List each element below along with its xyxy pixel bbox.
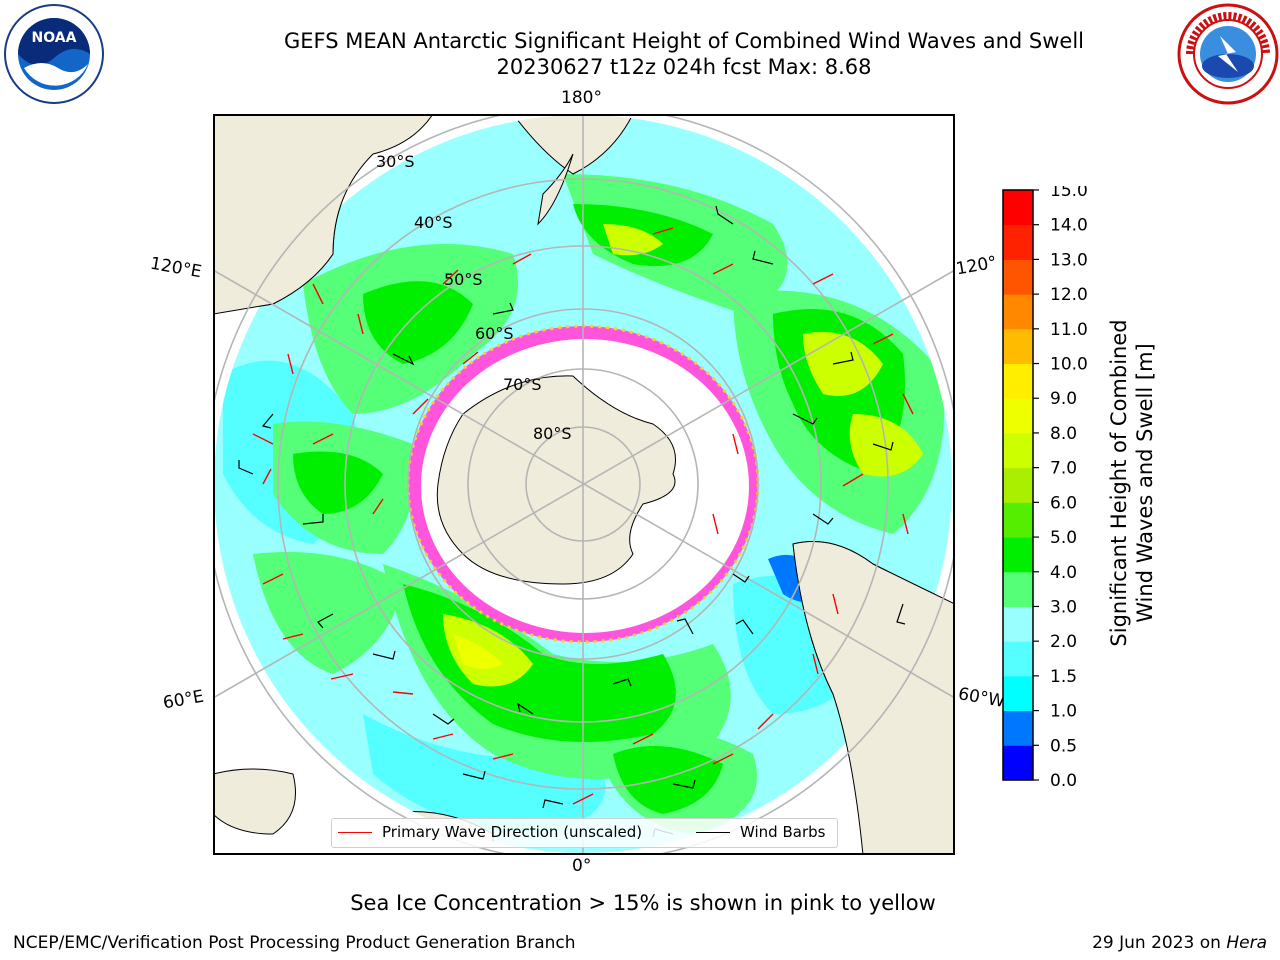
colorbar-tick-label: 6.0 — [1050, 493, 1077, 513]
colorbar-frame — [1002, 189, 1034, 781]
colorbar-tick-label: 3.0 — [1050, 597, 1077, 617]
colorbar-tick-label: 0.5 — [1050, 736, 1077, 756]
antarctica-landmass — [436, 375, 676, 585]
colorbar-segment — [1003, 675, 1033, 712]
legend-barb-line-icon — [696, 831, 730, 833]
map-legend: Primary Wave Direction (unscaled) Wind B… — [331, 818, 838, 848]
nws-logo — [1176, 2, 1280, 110]
colorbar-tick-label: 4.0 — [1050, 563, 1077, 583]
nws-logo-icon — [1177, 3, 1279, 105]
graticule — [214, 115, 954, 854]
colorbar-segment — [1003, 502, 1033, 538]
colorbar-segment — [1003, 641, 1033, 677]
sea-ice-caption: Sea Ice Concentration > 15% is shown in … — [350, 891, 936, 915]
colorbar-segment — [1003, 745, 1033, 781]
colorbar-tick-label: 11.0 — [1050, 320, 1088, 340]
legend-barb-label: Wind Barbs — [740, 823, 826, 841]
colorbar-tick-label: 12.0 — [1050, 285, 1088, 305]
lon-label-120e: 120°E — [148, 253, 204, 283]
colorbar-tick-label: 1.5 — [1050, 667, 1077, 687]
colorbar-title: Significant Height of Combined Wind Wave… — [1104, 186, 1160, 780]
legend-item-wave: Primary Wave Direction (unscaled) — [338, 823, 642, 841]
colorbar-tick-label: 7.0 — [1050, 459, 1077, 479]
plot-subtitle: 20230627 t12z 024h fcst Max: 8.68 — [496, 55, 872, 79]
noaa-logo-icon: NOAA — [4, 4, 104, 104]
noaa-logo: NOAA — [2, 2, 106, 110]
colorbar-svg: 0.0 0.5 1.0 1.5 2.0 3.0 4.0 5.0 6.0 7.0 8.0 9.0 10.0… — [1002, 181, 1088, 791]
colorbar-tick-label: 0.0 — [1050, 771, 1077, 786]
colorbar-segment — [1003, 467, 1033, 503]
lon-label-60w: 60°W — [956, 684, 1007, 712]
colorbar-tick-label: 2.0 — [1050, 632, 1077, 652]
colorbar-tick-label: 14.0 — [1050, 216, 1088, 236]
lat-label-60s: 60°S — [475, 324, 514, 343]
svg-text:NOAA: NOAA — [32, 30, 77, 46]
legend-wave-line-icon — [338, 831, 372, 833]
footer-date: 29 Jun 2023 on Hera — [1092, 933, 1267, 953]
map-frame — [213, 114, 955, 855]
colorbar-tick-label: 9.0 — [1050, 389, 1077, 409]
colorbar-title-line2: Wind Waves and Swell [m] — [1133, 343, 1157, 623]
footer-organization: NCEP/EMC/Verification Post Processing Pr… — [13, 933, 576, 953]
colorbar-tick-label: 8.0 — [1050, 424, 1077, 444]
colorbar-segment — [1003, 259, 1033, 295]
map-canvas — [213, 114, 955, 855]
colorbar-tick-label: 1.0 — [1050, 702, 1077, 722]
colorbar-segment — [1003, 537, 1033, 573]
lon-label-0: 0° — [572, 856, 592, 876]
lon-label-120w: 120° — [954, 252, 999, 280]
lat-label-80s: 80°S — [533, 424, 572, 443]
lat-label-30s: 30°S — [376, 152, 415, 171]
footer-machine: Hera — [1226, 933, 1267, 953]
colorbar-segment — [1003, 571, 1033, 607]
lon-label-60e: 60°E — [161, 686, 206, 714]
colorbar-segment — [1003, 606, 1033, 642]
plot-title: GEFS MEAN Antarctic Significant Height o… — [283, 29, 1085, 53]
colorbar-segment — [1003, 328, 1033, 365]
colorbar-segment — [1003, 432, 1033, 469]
colorbar-segment — [1003, 710, 1033, 746]
colorbar-segment — [1003, 224, 1033, 260]
colorbar-segment — [1003, 363, 1033, 399]
lat-label-50s: 50°S — [444, 270, 483, 289]
colorbar-segment — [1003, 190, 1033, 226]
footer-date-text: 29 Jun 2023 on — [1092, 933, 1221, 953]
colorbar-tick-label: 13.0 — [1050, 250, 1088, 270]
lat-label-40s: 40°S — [414, 213, 453, 232]
colorbar-tick-label: 10.0 — [1050, 355, 1088, 375]
colorbar-segment — [1003, 294, 1033, 330]
legend-wave-label: Primary Wave Direction (unscaled) — [382, 823, 643, 841]
lat-label-70s: 70°S — [503, 375, 542, 394]
lon-label-180: 180° — [561, 88, 602, 108]
legend-item-barbs: Wind Barbs — [696, 823, 825, 841]
colorbar-title-line1: Significant Height of Combined — [1107, 319, 1131, 647]
colorbar: 0.0 0.5 1.0 1.5 2.0 3.0 4.0 5.0 6.0 7.0 8.0 9.0 10.0… — [1000, 181, 1100, 791]
colorbar-tick-label: 15.0 — [1050, 186, 1088, 201]
colorbar-tick-label: 5.0 — [1050, 528, 1077, 548]
wave-direction-arrows — [252, 227, 914, 805]
polar-map — [213, 114, 955, 859]
colorbar-segment — [1003, 398, 1033, 434]
